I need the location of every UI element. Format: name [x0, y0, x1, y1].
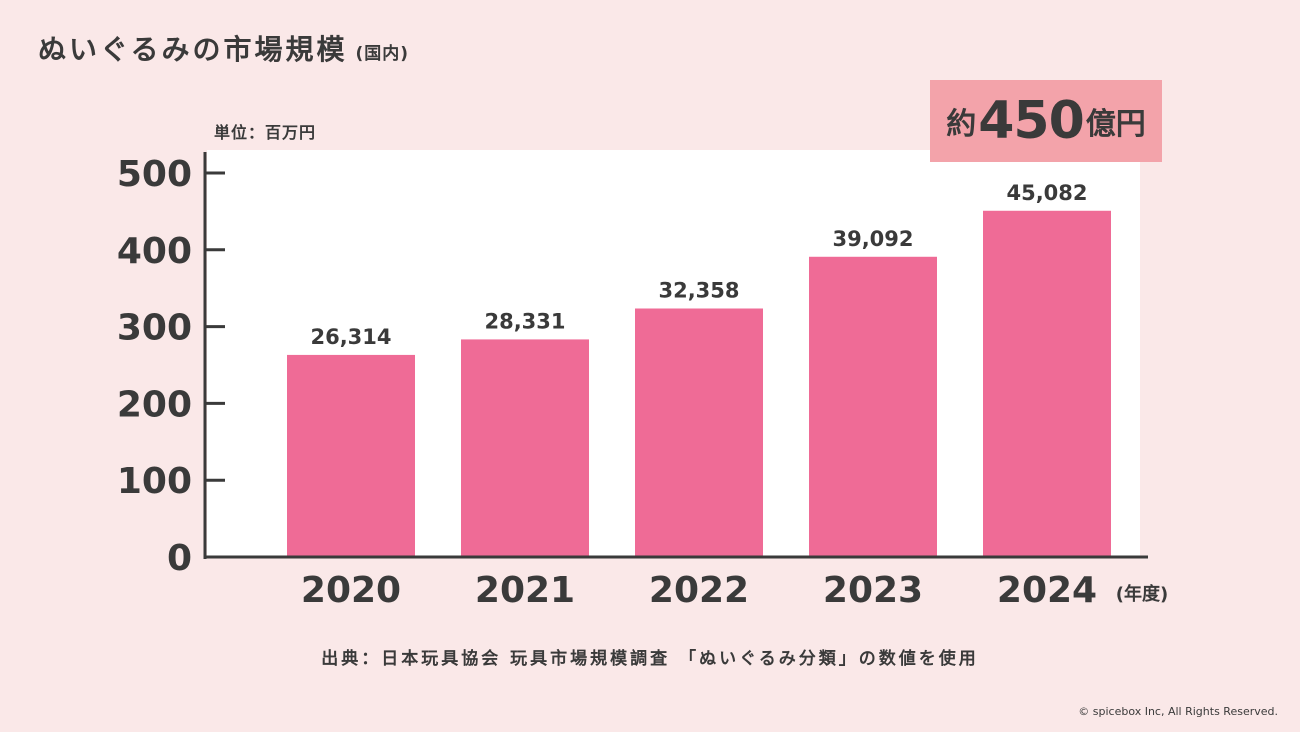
- value-label-2023: 39,092: [832, 227, 913, 251]
- x-tick-label-2023: 2023: [823, 570, 923, 611]
- y-tick-label-200: 200: [117, 384, 192, 425]
- y-tick-label-400: 400: [117, 231, 192, 272]
- bar-2024: [983, 210, 1111, 557]
- callout-value: 450: [978, 91, 1085, 151]
- value-label-2024: 45,082: [1006, 181, 1087, 205]
- x-tick-label-2021: 2021: [475, 570, 575, 611]
- title-region: (国内): [355, 44, 409, 64]
- x-tick-label-2024: 2024: [997, 570, 1097, 611]
- x-tick-label-2020: 2020: [301, 570, 401, 611]
- y-tick-label-100: 100: [117, 461, 192, 502]
- y-tick-label-0: 0: [167, 538, 192, 579]
- page-title: ぬいぐるみの市場規模 (国内): [38, 28, 409, 68]
- unit-label: 単位：百万円: [214, 123, 317, 142]
- title-text: ぬいぐるみの市場規模: [38, 33, 348, 66]
- bar-2022: [635, 308, 763, 557]
- value-label-2021: 28,331: [484, 309, 565, 333]
- callout-suffix: 億円: [1085, 107, 1146, 142]
- bar-2021: [461, 339, 589, 557]
- total-callout: 約 450 億円: [930, 80, 1162, 162]
- copyright-notice: © spicebox Inc, All Rights Reserved.: [1078, 705, 1278, 718]
- y-tick-label-300: 300: [117, 308, 192, 349]
- bar-2020: [287, 354, 415, 557]
- bar-2023: [809, 256, 937, 557]
- x-tick-label-2022: 2022: [649, 570, 749, 611]
- source-note: 出典：日本玩具協会 玩具市場規模調査 「ぬいぐるみ分類」の数値を使用: [321, 649, 979, 669]
- value-label-2022: 32,358: [658, 278, 739, 302]
- callout-prefix: 約: [946, 107, 977, 142]
- value-label-2020: 26,314: [310, 325, 391, 349]
- x-axis-label: (年度): [1116, 583, 1168, 605]
- y-tick-label-500: 500: [117, 154, 192, 195]
